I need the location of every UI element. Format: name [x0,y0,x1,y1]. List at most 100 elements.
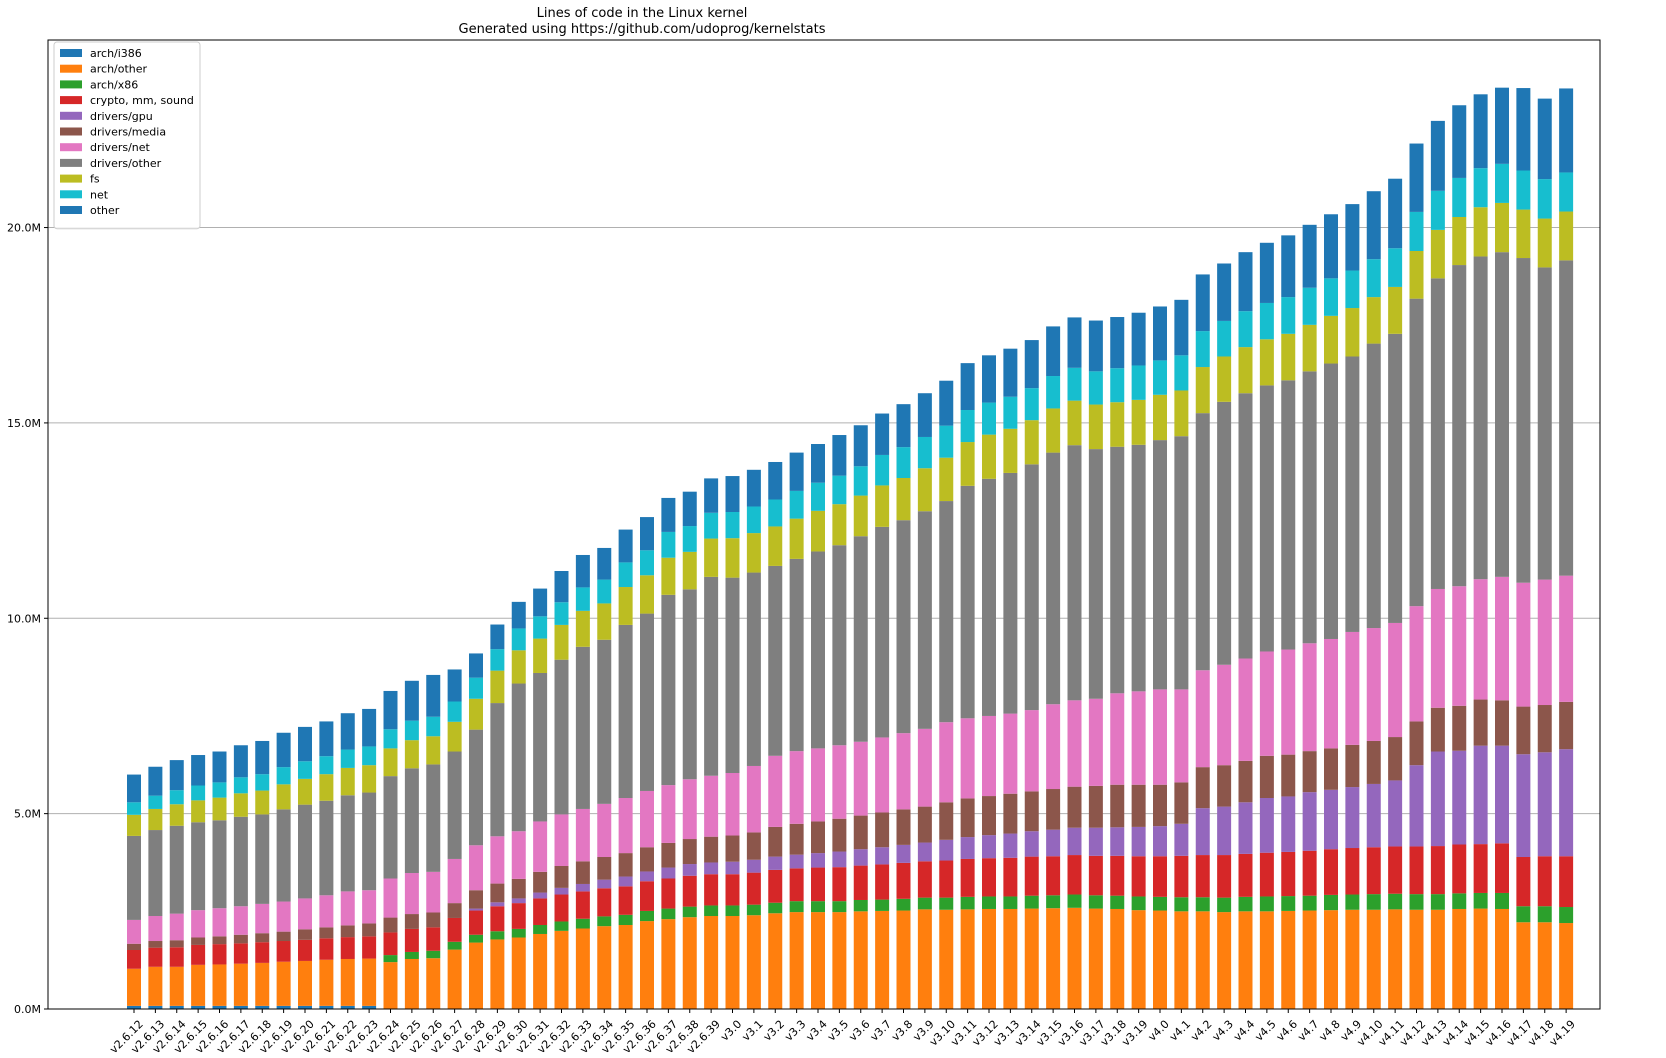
bar-segment [1452,844,1467,894]
bar-segment [1174,823,1189,856]
bar-segment [1409,894,1424,910]
bar-segment [469,934,483,943]
bar-segment [362,746,377,766]
bar-segment [1067,317,1082,368]
x-tick-label: v4.5 [1252,1018,1278,1044]
legend-label: drivers/net [90,141,151,154]
bar-segment [1516,170,1531,210]
bar-segment [447,751,462,859]
legend-label: crypto, mm, sound [90,94,194,107]
bar-segment [1302,324,1317,372]
bar-segment [340,749,355,768]
bar-segment [447,669,462,702]
bar-segment [896,898,911,911]
bar-segment [1430,278,1445,589]
bar-segment [340,713,355,750]
bar-segment [661,531,676,558]
bar-segment [1495,745,1509,844]
bar-segment [191,800,206,823]
bar-segment [575,883,590,892]
bar-segment [704,478,719,513]
bar-segment [811,901,825,913]
bar-segment [276,931,291,942]
bar-segment [554,921,569,931]
bar-segment [212,936,227,945]
bar-segment [276,901,291,932]
bar-segment [1559,211,1574,261]
bar-segment [1495,908,1509,1009]
bar-segment [127,835,141,920]
bar-segment [1195,911,1210,1009]
bar-segment [982,896,996,909]
bar-segment [789,490,804,519]
bar-segment [490,883,505,903]
legend: arch/i386 arch/other arch/x86 crypto, mm, s… [53,41,201,230]
bar-segment [340,937,355,959]
bar-segment [1003,857,1018,897]
bar-segment [789,868,804,902]
bar-segment [1366,740,1381,784]
bar-segment [1174,782,1189,824]
bar-segment [212,964,227,1006]
bar-segment [1217,356,1232,402]
bar-segment [725,538,740,578]
bar-segment [1238,802,1253,854]
bar-segment [298,726,312,762]
bar-segment [618,924,633,1009]
bar-segment [1281,910,1296,1009]
bar-segment [1537,218,1552,268]
bar-segment [1088,895,1103,909]
bar-segment [255,903,270,934]
bar-segment [917,511,932,729]
bar-segment [426,716,441,737]
bar-segment [319,938,334,960]
bar-segment [1131,910,1146,1009]
bar-segment [746,572,761,766]
bar-segment [255,942,270,963]
legend-label: drivers/media [90,126,166,139]
bar-segment [127,968,141,1006]
bar-segment [597,639,612,804]
bar-segment [1046,704,1061,790]
bar-segment [533,933,548,1009]
bar-segment [597,916,612,927]
bar-segment [383,690,398,730]
y-axis: 0.0M 5.0M 10.0M 15.0M 20.0M [7,222,48,1016]
bar-segment [704,862,719,875]
bar-segment [426,927,441,951]
bar-segment [490,670,505,704]
bar-segment [383,962,398,1009]
bar-segment [1388,737,1403,781]
bar-segment [1495,252,1509,577]
bar-segment [1430,846,1445,895]
bar-segment [1302,850,1317,896]
bar-segment [789,854,804,869]
bar-segment [1131,856,1146,897]
bar-segment [1473,207,1488,257]
bar-segment [875,485,890,527]
bar-segment [490,836,505,884]
bar-segment [896,520,911,734]
bar-segment [1345,848,1360,895]
bar-segment [298,778,312,805]
bar-segment [746,533,761,573]
bar-segment [640,613,654,791]
bar-segment [832,745,847,819]
bar-segment [1174,436,1189,690]
bar-segment [1131,365,1146,400]
bar-segment [704,576,719,776]
bar-segment [1537,98,1552,180]
bar-segment [1110,827,1125,856]
bar-segment [1110,402,1125,447]
bar-segment [362,958,377,1006]
bar-segment [982,908,996,1009]
bar-segment [298,761,312,779]
bar-segment [1046,789,1061,830]
bar-segment [276,732,291,768]
bar-segment [1067,894,1082,908]
bar-segment [340,925,355,938]
bar-segment [768,755,783,827]
bar-segment [682,917,697,1009]
bar-segment [811,867,825,902]
bar-segment [127,802,141,815]
